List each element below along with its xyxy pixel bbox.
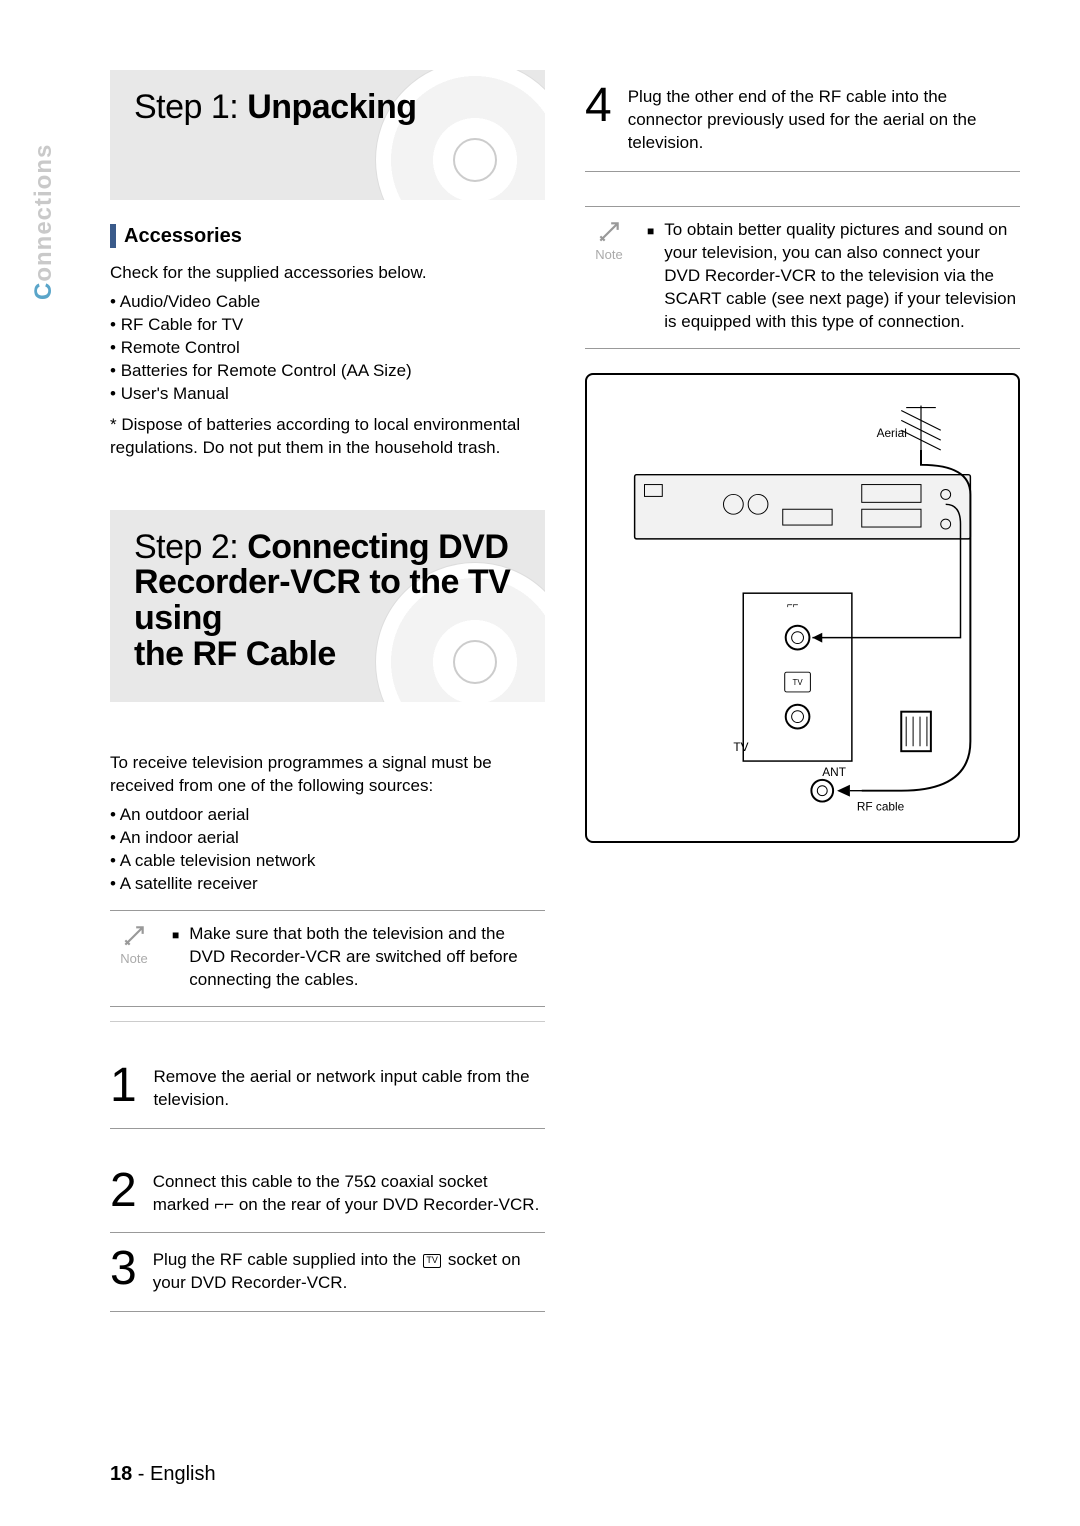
svg-text:ANT: ANT bbox=[822, 764, 846, 778]
socket-in-icon: ⌐⌐ bbox=[214, 1194, 234, 1217]
page-footer: 18 - English bbox=[110, 1463, 216, 1486]
note-text: ■ To obtain better quality pictures and … bbox=[647, 219, 1020, 334]
list-item: • A satellite receiver bbox=[110, 873, 545, 896]
diagram-aerial-label: Aerial bbox=[877, 426, 907, 440]
svg-text:TV: TV bbox=[793, 678, 804, 687]
numbered-step-3: 3 Plug the RF cable supplied into the TV… bbox=[110, 1233, 545, 1312]
step-2-text: Connect this cable to the 75Ω coaxial so… bbox=[153, 1169, 545, 1217]
right-column: 4 Plug the other end of the RF cable int… bbox=[585, 70, 1020, 1312]
list-item: • Audio/Video Cable bbox=[110, 291, 545, 314]
connection-diagram: Aerial ⌐⌐ TV bbox=[585, 373, 1020, 843]
list-item: • An outdoor aerial bbox=[110, 804, 545, 827]
step2-title: Step 2: Connecting DVD Recorder-VCR to t… bbox=[134, 530, 521, 673]
note-left: Note ■ Make sure that both the televisio… bbox=[110, 910, 545, 1007]
numbered-step-2: 2 Connect this cable to the 75Ω coaxial … bbox=[110, 1155, 545, 1234]
left-column: Step 1: Unpacking Accessories Check for … bbox=[110, 70, 545, 1312]
heading-bar-icon bbox=[110, 224, 116, 248]
numbered-step-1: 1 Remove the aerial or network input cab… bbox=[110, 1050, 545, 1129]
svg-text:⌐⌐: ⌐⌐ bbox=[787, 600, 799, 611]
list-item: • Remote Control bbox=[110, 337, 545, 360]
signal-intro: To receive television programmes a signa… bbox=[110, 752, 545, 798]
note-text: ■ Make sure that both the television and… bbox=[172, 923, 545, 992]
tv-socket-icon: TV bbox=[423, 1254, 441, 1268]
list-item: • Batteries for Remote Control (AA Size) bbox=[110, 360, 545, 383]
step-3-text: Plug the RF cable supplied into the TV s… bbox=[153, 1247, 545, 1295]
step-number: 2 bbox=[110, 1169, 137, 1217]
diagram-svg: Aerial ⌐⌐ TV bbox=[605, 393, 1000, 823]
list-item: • RF Cable for TV bbox=[110, 314, 545, 337]
list-item: • A cable television network bbox=[110, 850, 545, 873]
accessories-footnote: * Dispose of batteries according to loca… bbox=[110, 414, 545, 460]
note-icon: Note bbox=[585, 219, 633, 334]
accessories-list: • Audio/Video Cable • RF Cable for TV • … bbox=[110, 291, 545, 406]
accessories-intro: Check for the supplied accessories below… bbox=[110, 262, 545, 285]
bullet-square-icon: ■ bbox=[172, 927, 179, 992]
list-item: • An indoor aerial bbox=[110, 827, 545, 850]
note-icon: Note bbox=[110, 923, 158, 992]
signal-list: • An outdoor aerial • An indoor aerial •… bbox=[110, 804, 545, 896]
step-number: 1 bbox=[110, 1064, 137, 1112]
numbered-step-4: 4 Plug the other end of the RF cable int… bbox=[585, 70, 1020, 172]
bullet-square-icon: ■ bbox=[647, 223, 654, 334]
list-item: • User's Manual bbox=[110, 383, 545, 406]
section-tab: Connections bbox=[30, 144, 58, 300]
tab-rest: onnections bbox=[30, 144, 57, 282]
accessories-heading: Accessories bbox=[110, 224, 545, 248]
step1-title: Step 1: Unpacking bbox=[134, 90, 521, 126]
tab-accent: C bbox=[30, 282, 57, 300]
step-number: 4 bbox=[585, 84, 612, 155]
diagram-rf-label: RF cable bbox=[857, 799, 905, 813]
note-right: Note ■ To obtain better quality pictures… bbox=[585, 206, 1020, 349]
step1-header: Step 1: Unpacking bbox=[110, 70, 545, 200]
diagram-tv-label: TV bbox=[733, 740, 748, 754]
step2-header: Step 2: Connecting DVD Recorder-VCR to t… bbox=[110, 510, 545, 703]
step-number: 3 bbox=[110, 1247, 137, 1295]
